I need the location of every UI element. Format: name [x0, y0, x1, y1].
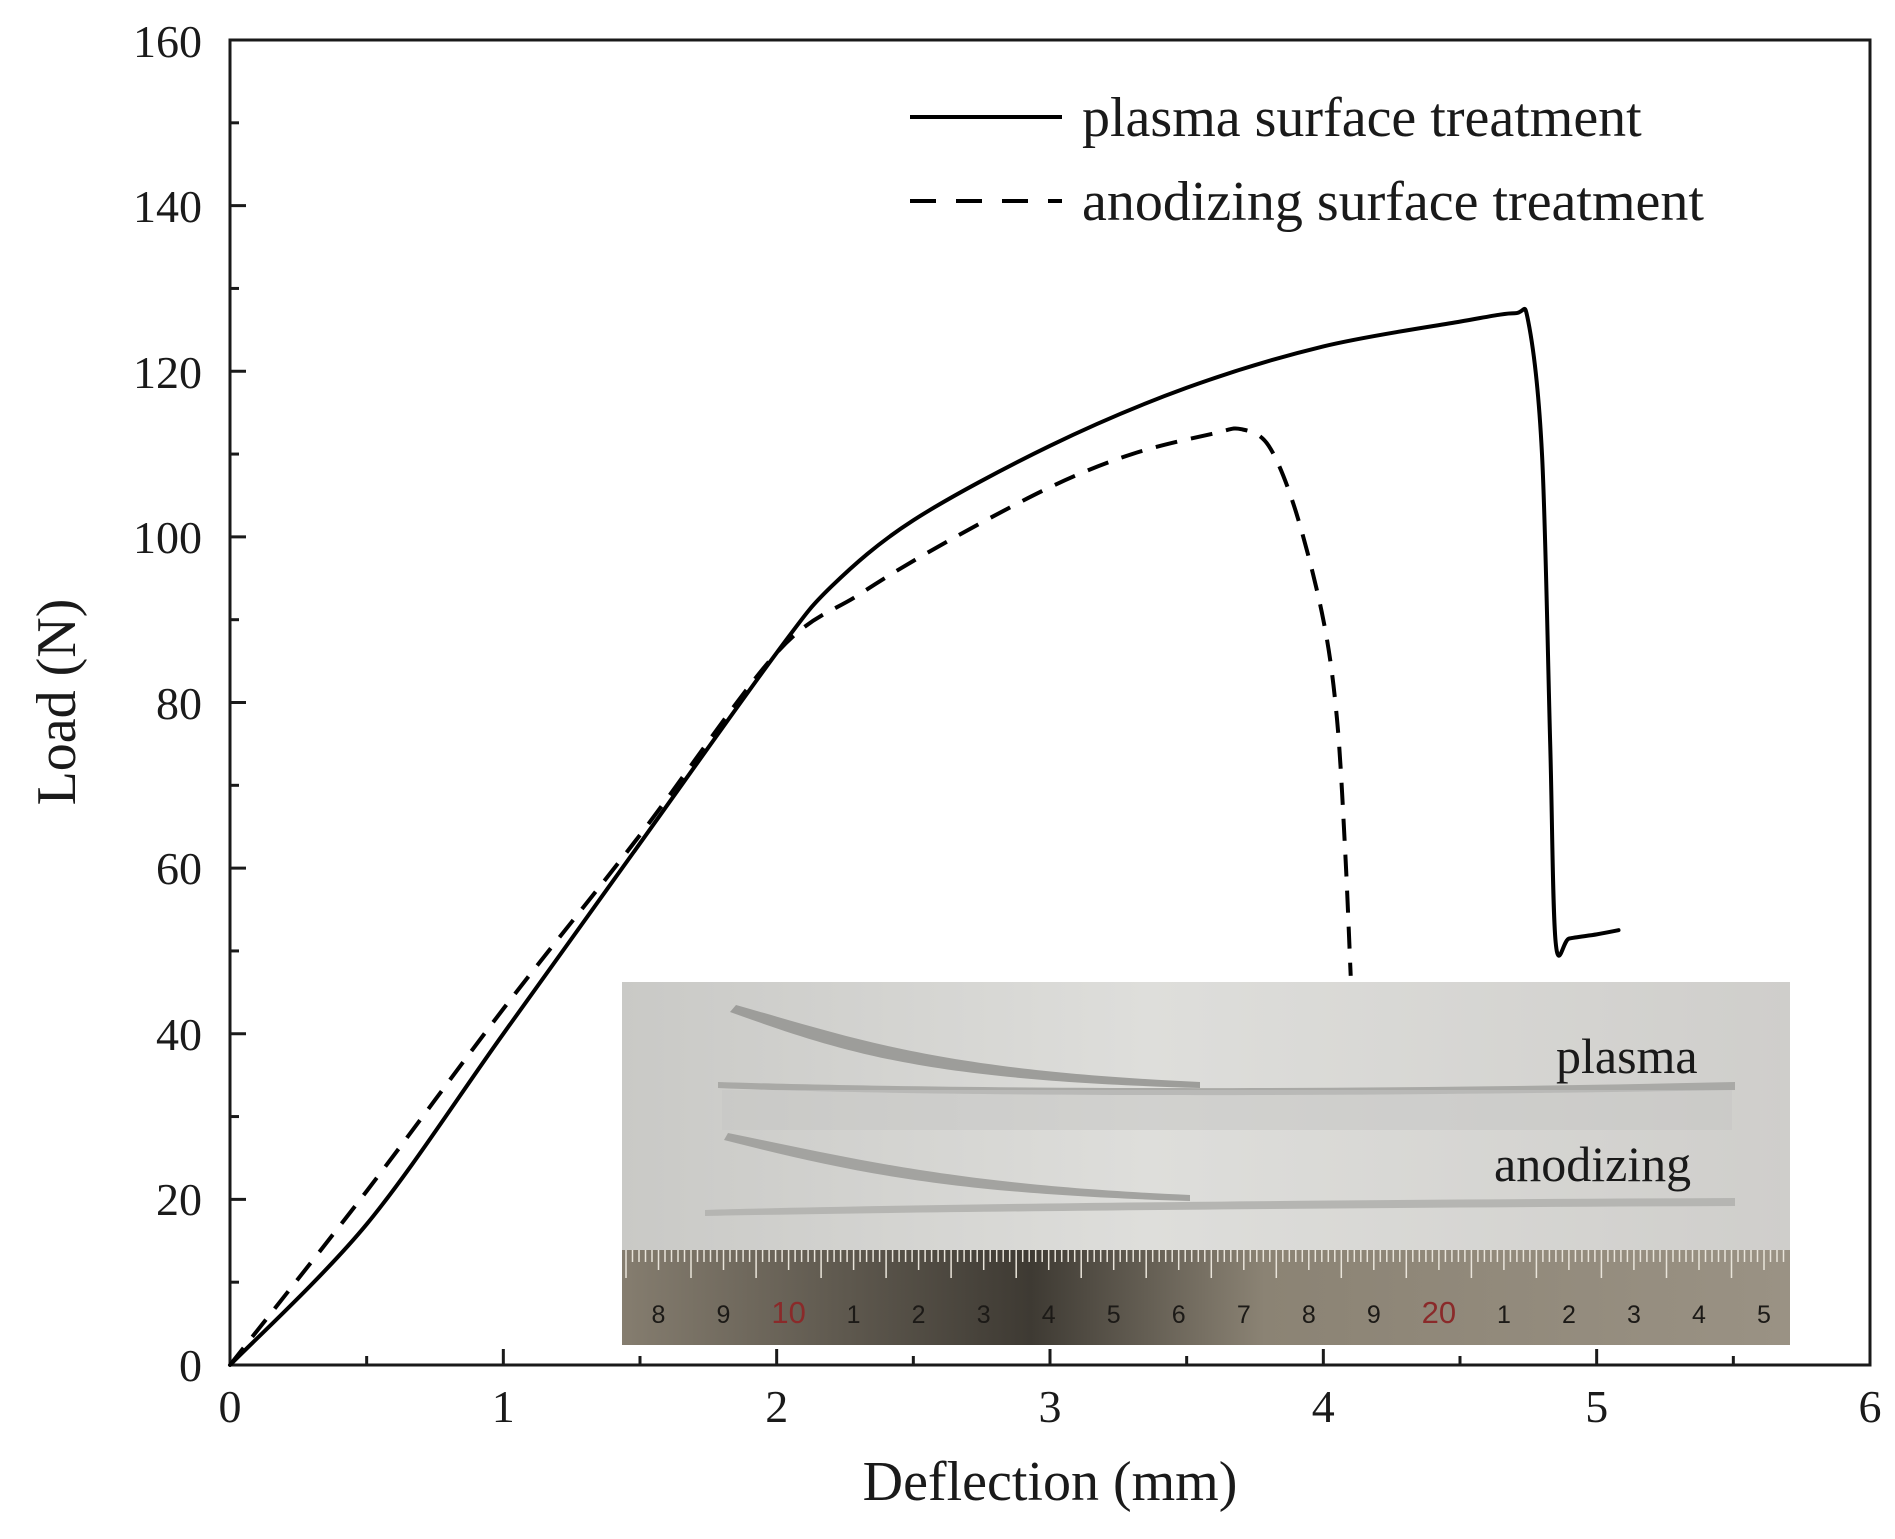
series-line-anodizing [228, 426, 1353, 1367]
legend-label-anodizing: anodizing surface treatment [1082, 171, 1704, 233]
x-tick-labels: 0 1 2 3 4 5 6 [219, 1381, 1882, 1432]
x-axis-title: Deflection (mm) [863, 1451, 1238, 1513]
y-tick-label: 60 [156, 843, 202, 894]
ruler [622, 1250, 1790, 1345]
x-tick-label: 6 [1859, 1381, 1882, 1432]
specimen-plasma-body [722, 1090, 1732, 1130]
ruler-ticks [625, 1250, 1785, 1278]
y-axis-title: Load (N) [26, 599, 88, 806]
ruler-number: 5 [1107, 1301, 1121, 1329]
inset-label-plasma: plasma [1556, 1028, 1698, 1084]
inset-photo: plasma anodizing 8 9 10 1 2 3 4 5 6 7 8 9 20 1 2 3 4 5 [622, 982, 1790, 1345]
y-tick-label: 140 [133, 181, 202, 232]
y-tick-label: 0 [179, 1340, 202, 1391]
ruler-number: 2 [912, 1301, 926, 1329]
x-tick-label: 3 [1039, 1381, 1062, 1432]
legend-label-plasma: plasma surface treatment [1082, 87, 1642, 149]
ruler-number: 7 [1237, 1301, 1251, 1329]
ruler-number: 1 [1497, 1301, 1511, 1329]
ruler-number: 8 [1302, 1301, 1316, 1329]
x-axis-ticks [228, 1349, 1872, 1365]
inset-label-anodizing: anodizing [1494, 1136, 1691, 1192]
y-tick-label: 120 [133, 347, 202, 398]
ruler-number: 10 [771, 1295, 805, 1330]
y-tick-labels: 0 20 40 60 80 100 120 140 160 [133, 16, 202, 1391]
specimen-anodizing-upper-plate [724, 1133, 1190, 1201]
ruler-number: 5 [1757, 1301, 1771, 1329]
x-tick-label: 1 [492, 1381, 515, 1432]
ruler-number: 4 [1692, 1301, 1706, 1329]
y-axis-ticks [230, 38, 246, 1367]
series-line-plasma [228, 306, 1621, 1367]
y-tick-label: 100 [133, 512, 202, 563]
y-tick-label: 80 [156, 678, 202, 729]
legend: plasma surface treatment anodizing surfa… [910, 87, 1704, 233]
ruler-number: 9 [717, 1301, 731, 1329]
ruler-number: 8 [652, 1301, 666, 1329]
x-tick-label: 5 [1585, 1381, 1608, 1432]
ruler-numbers: 8 9 10 1 2 3 4 5 6 7 8 9 20 1 2 3 4 5 [652, 1295, 1771, 1330]
ruler-number: 3 [1627, 1301, 1641, 1329]
y-tick-label: 160 [133, 16, 202, 67]
x-tick-label: 4 [1312, 1381, 1335, 1432]
specimen-plasma-upper-plate [730, 1005, 1200, 1088]
ruler-number: 9 [1367, 1301, 1381, 1329]
ruler-number: 20 [1422, 1295, 1456, 1330]
ruler-number: 3 [977, 1301, 991, 1329]
x-tick-label: 0 [219, 1381, 242, 1432]
ruler-number: 2 [1562, 1301, 1576, 1329]
x-tick-label: 2 [765, 1381, 788, 1432]
ruler-number: 4 [1042, 1301, 1056, 1329]
y-tick-label: 20 [156, 1174, 202, 1225]
ruler-number: 6 [1172, 1301, 1186, 1329]
y-tick-label: 40 [156, 1009, 202, 1060]
specimen-anodizing-lower-plate [705, 1198, 1735, 1216]
ruler-number: 1 [847, 1301, 861, 1329]
